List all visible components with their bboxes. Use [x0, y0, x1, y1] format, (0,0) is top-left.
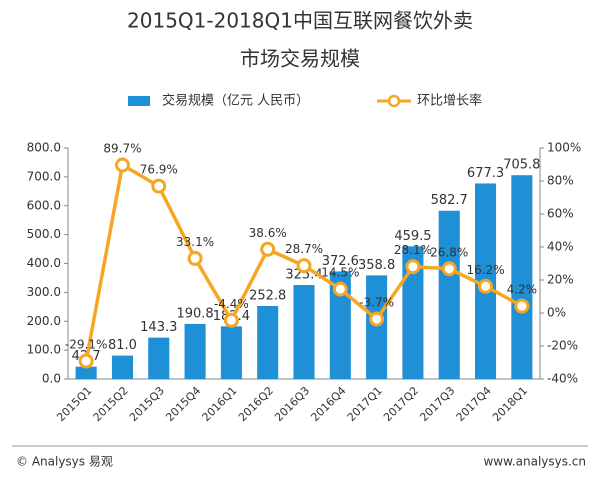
- x-tick-label: 2015Q1: [54, 384, 94, 424]
- bar-value-label: 358.8: [358, 258, 395, 273]
- line-value-label: -3.7%: [359, 296, 394, 310]
- chart-title: 2015Q1-2018Q1中国互联网餐饮外卖: [127, 9, 473, 33]
- bar: [148, 337, 170, 379]
- bar: [293, 285, 315, 379]
- bar: [75, 366, 97, 379]
- x-tick-label: 2017Q1: [345, 384, 385, 424]
- chart-title: 市场交易规模: [240, 47, 360, 71]
- line-point: [478, 278, 494, 294]
- line-value-label: -29.1%: [65, 338, 107, 352]
- x-tick-label: 2017Q3: [417, 384, 457, 424]
- legend-swatch: [387, 94, 401, 108]
- bar-value-label: 252.8: [249, 289, 286, 304]
- line-point: [187, 250, 203, 266]
- y2-tick-label: -40%: [547, 372, 578, 386]
- bar: [220, 326, 242, 379]
- x-tick-label: 2016Q4: [308, 384, 348, 424]
- line-point: [260, 241, 276, 257]
- bar-value-label: 372.6: [322, 254, 359, 269]
- y2-tick-label: 0%: [547, 306, 566, 320]
- line-value-label: 4.2%: [507, 283, 538, 297]
- legend-label: 交易规模（亿元 人民币）: [162, 93, 309, 109]
- line-value-label: 16.2%: [466, 263, 504, 277]
- x-tick-label: 2015Q3: [127, 384, 167, 424]
- line-value-label: 89.7%: [103, 141, 141, 155]
- line-value-label: 28.7%: [285, 242, 323, 256]
- x-tick-label: 2015Q2: [91, 384, 131, 424]
- bar: [366, 275, 388, 379]
- x-tick-label: 2016Q1: [200, 384, 240, 424]
- y-tick-label: 200.0: [27, 314, 61, 328]
- line-point: [151, 178, 167, 194]
- line-value-label: 14.5%: [321, 266, 359, 280]
- x-tick-label: 2017Q2: [381, 384, 421, 424]
- y-tick-label: 100.0: [27, 343, 61, 357]
- x-tick-label: 2016Q2: [236, 384, 276, 424]
- line-point: [296, 258, 312, 274]
- footer-left: © Analysys 易观: [16, 455, 113, 469]
- legend-swatch: [128, 96, 150, 106]
- line-point: [369, 311, 385, 327]
- line-point: [78, 353, 94, 369]
- bar: [257, 306, 279, 379]
- y2-tick-label: 100%: [547, 141, 581, 155]
- line-point: [441, 261, 457, 277]
- y2-tick-label: 60%: [547, 207, 574, 221]
- bar-value-label: 81.0: [108, 338, 137, 353]
- footer-right: www.analysys.cn: [483, 455, 586, 469]
- y2-tick-label: 20%: [547, 273, 574, 287]
- y-tick-label: 400.0: [27, 256, 61, 270]
- bar: [329, 271, 351, 379]
- bar-value-label: 677.3: [467, 166, 504, 181]
- line-point: [114, 157, 130, 173]
- bar: [511, 175, 533, 379]
- line-point: [514, 298, 530, 314]
- x-tick-label: 2018Q1: [490, 384, 530, 424]
- line-point: [332, 281, 348, 297]
- x-tick-label: 2016Q3: [272, 384, 312, 424]
- line-value-label: 26.8%: [430, 245, 468, 259]
- bar-value-label: 459.5: [394, 229, 431, 244]
- x-tick-label: 2017Q4: [454, 384, 494, 424]
- line-value-label: -4.4%: [214, 297, 249, 311]
- line-value-label: 76.9%: [140, 163, 178, 177]
- line-point: [405, 259, 421, 275]
- bar-value-label: 143.3: [140, 320, 177, 335]
- y-tick-label: 0.0: [42, 372, 61, 386]
- y-tick-label: 600.0: [27, 198, 61, 212]
- bar: [184, 323, 206, 379]
- y-tick-label: 800.0: [27, 141, 61, 155]
- bar-value-label: 190.8: [176, 306, 213, 321]
- line-value-label: 38.6%: [249, 226, 287, 240]
- line-value-label: 33.1%: [176, 235, 214, 249]
- bar: [111, 355, 133, 379]
- y-tick-label: 500.0: [27, 227, 61, 241]
- line-point: [223, 312, 239, 328]
- bar-value-label: 582.7: [431, 193, 468, 208]
- legend-label: 环比增长率: [417, 93, 482, 109]
- y2-tick-label: 80%: [547, 174, 574, 188]
- bar: [402, 246, 424, 379]
- bar-value-label: 705.8: [503, 158, 540, 173]
- y-tick-label: 300.0: [27, 285, 61, 299]
- y2-tick-label: -20%: [547, 339, 578, 353]
- bar: [438, 210, 460, 379]
- y2-tick-label: 40%: [547, 240, 574, 254]
- x-tick-label: 2015Q4: [163, 384, 203, 424]
- y-tick-label: 700.0: [27, 169, 61, 183]
- line-value-label: 28.1%: [394, 243, 432, 257]
